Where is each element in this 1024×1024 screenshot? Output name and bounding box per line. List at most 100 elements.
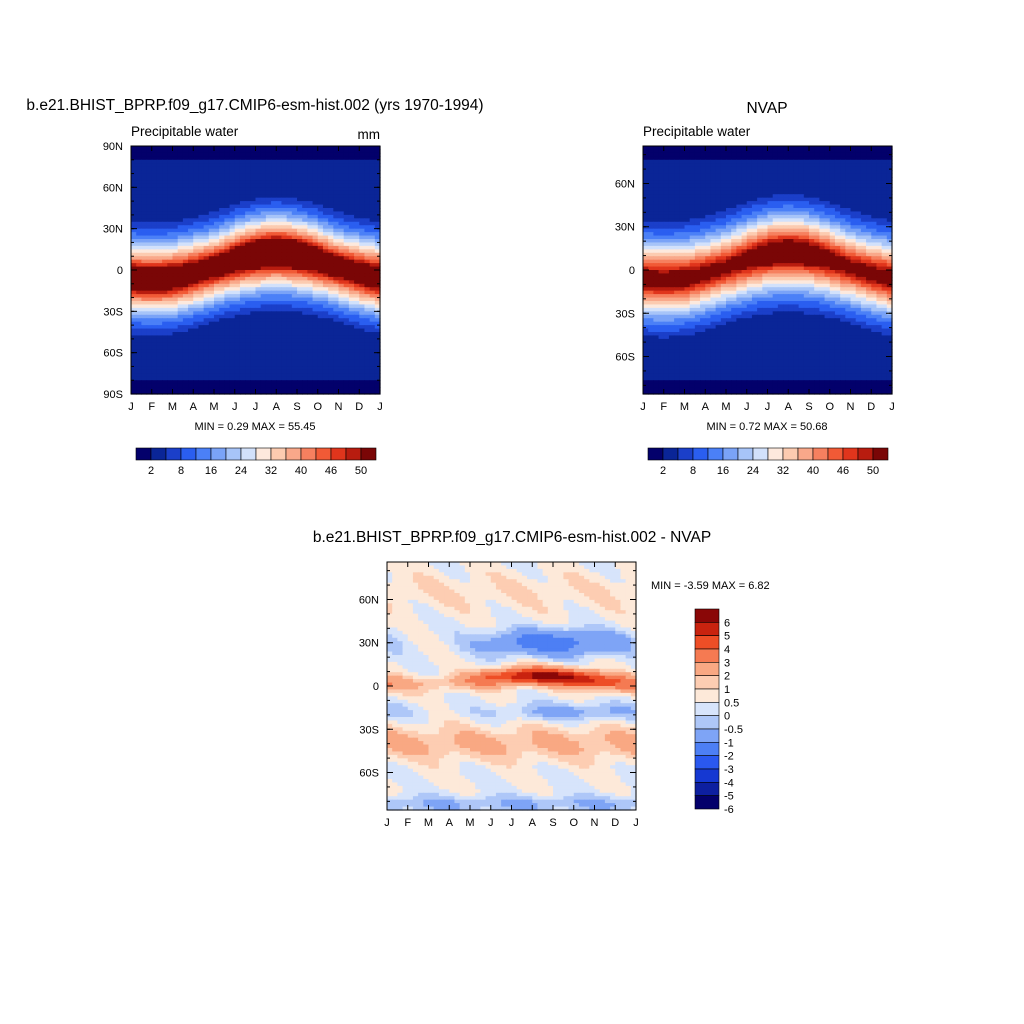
heatmap-cell bbox=[182, 345, 189, 350]
heatmap-cell bbox=[333, 190, 340, 195]
heatmap-cell bbox=[203, 352, 210, 357]
heatmap-cell bbox=[136, 208, 142, 213]
heatmap-cell bbox=[840, 187, 846, 192]
heatmap-cell bbox=[193, 156, 200, 161]
heatmap-cell bbox=[338, 232, 345, 237]
heatmap-cell bbox=[156, 352, 163, 357]
heatmap-cell bbox=[162, 307, 168, 312]
heatmap-cell bbox=[684, 166, 691, 171]
heatmap-cell bbox=[307, 183, 314, 188]
heatmap-cell bbox=[307, 276, 314, 281]
heatmap-cell bbox=[188, 376, 194, 381]
heatmap-cell bbox=[146, 239, 153, 244]
heatmap-cell bbox=[653, 170, 660, 175]
heatmap-cell bbox=[663, 218, 670, 223]
heatmap-cell bbox=[715, 197, 722, 202]
heatmap-cell bbox=[182, 383, 189, 388]
heatmap-cell bbox=[746, 156, 753, 161]
heatmap-cell bbox=[710, 180, 717, 185]
heatmap-cell bbox=[198, 252, 205, 257]
heatmap-cell bbox=[322, 349, 329, 354]
heatmap-cell bbox=[803, 170, 810, 175]
heatmap-cell bbox=[814, 156, 820, 161]
heatmap-cell bbox=[281, 263, 288, 268]
heatmap-cell bbox=[146, 211, 153, 216]
heatmap-cell bbox=[333, 294, 340, 299]
heatmap-cell bbox=[167, 259, 174, 264]
heatmap-cell bbox=[302, 369, 308, 374]
heatmap-cell bbox=[172, 170, 179, 175]
heatmap-cell bbox=[214, 290, 220, 295]
heatmap-cell bbox=[793, 173, 800, 178]
heatmap-cell bbox=[224, 335, 231, 340]
heatmap-cell bbox=[772, 163, 779, 168]
heatmap-cell bbox=[297, 263, 303, 268]
heatmap-cell bbox=[322, 228, 329, 233]
heatmap-cell bbox=[146, 256, 153, 261]
heatmap-cell bbox=[188, 387, 194, 392]
heatmap-cell bbox=[291, 359, 298, 364]
heatmap-cell bbox=[250, 345, 257, 350]
heatmap-cell bbox=[141, 252, 148, 257]
heatmap-cell bbox=[271, 197, 277, 202]
heatmap-cell bbox=[291, 314, 298, 319]
heatmap-cell bbox=[312, 197, 319, 202]
heatmap-cell bbox=[663, 187, 670, 192]
heatmap-cell bbox=[767, 163, 774, 168]
heatmap-cell bbox=[333, 307, 340, 312]
heatmap-cell bbox=[850, 152, 857, 157]
heatmap-cell bbox=[271, 390, 277, 395]
heatmap-cell bbox=[338, 166, 345, 171]
heatmap-cell bbox=[343, 349, 350, 354]
heatmap-cell bbox=[177, 359, 184, 364]
heatmap-cell bbox=[234, 152, 241, 157]
heatmap-cell bbox=[302, 314, 308, 319]
heatmap-cell bbox=[364, 221, 371, 226]
heatmap-cell bbox=[364, 183, 371, 188]
heatmap-cell bbox=[751, 177, 758, 182]
heatmap-cell bbox=[322, 149, 329, 154]
heatmap-cell bbox=[751, 211, 758, 216]
heatmap-cell bbox=[146, 287, 153, 292]
heatmap-cell bbox=[208, 221, 215, 226]
heatmap-cell bbox=[255, 146, 262, 151]
heatmap-cell bbox=[172, 190, 179, 195]
heatmap-cell bbox=[136, 242, 142, 247]
heatmap-cell bbox=[374, 180, 381, 185]
heatmap-cell bbox=[250, 283, 257, 288]
colorbar-label: 40 bbox=[295, 465, 307, 477]
heatmap-cell bbox=[829, 190, 836, 195]
heatmap-cell bbox=[855, 194, 862, 199]
heatmap-cell bbox=[136, 173, 142, 178]
heatmap-cell bbox=[156, 376, 163, 381]
heatmap-cell bbox=[312, 152, 319, 157]
heatmap-cell bbox=[156, 380, 163, 385]
heatmap-cell bbox=[777, 201, 784, 206]
heatmap-cell bbox=[322, 338, 329, 343]
heatmap-cell bbox=[255, 338, 262, 343]
heatmap-cell bbox=[156, 180, 163, 185]
heatmap-cell bbox=[281, 194, 288, 199]
heatmap-cell bbox=[224, 376, 231, 381]
heatmap-cell bbox=[302, 349, 308, 354]
heatmap-cell bbox=[788, 225, 795, 230]
heatmap-cell bbox=[167, 197, 174, 202]
heatmap-cell bbox=[359, 373, 366, 378]
heatmap-cell bbox=[648, 149, 654, 154]
heatmap-cell bbox=[151, 345, 158, 350]
heatmap-cell bbox=[271, 173, 277, 178]
heatmap-cell bbox=[177, 280, 184, 285]
heatmap-cell bbox=[307, 342, 314, 347]
heatmap-cell bbox=[141, 197, 148, 202]
heatmap-cell bbox=[219, 311, 225, 316]
heatmap-cell bbox=[141, 149, 148, 154]
heatmap-cell bbox=[260, 183, 267, 188]
heatmap-cell bbox=[188, 363, 194, 368]
heatmap-cell bbox=[131, 194, 137, 199]
heatmap-cell bbox=[668, 187, 675, 192]
heatmap-cell bbox=[829, 197, 836, 202]
heatmap-cell bbox=[788, 152, 795, 157]
heatmap-cell bbox=[317, 252, 324, 257]
heatmap-cell bbox=[348, 345, 355, 350]
